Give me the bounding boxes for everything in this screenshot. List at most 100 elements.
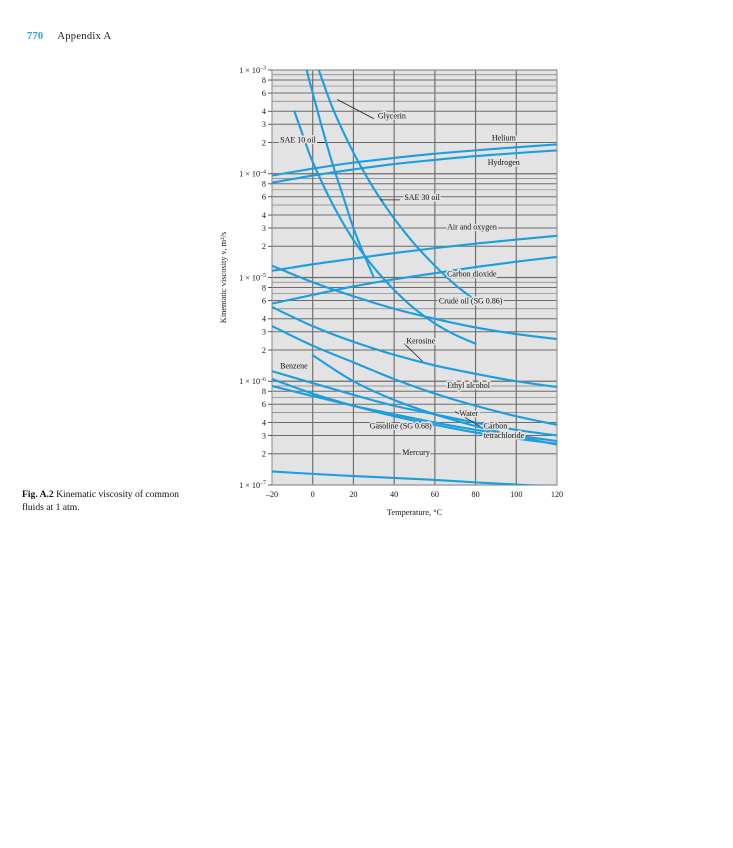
svg-text:8: 8 — [262, 387, 266, 396]
svg-text:Hydrogen: Hydrogen — [488, 158, 520, 167]
svg-text:Benzene: Benzene — [280, 362, 308, 371]
axis-titles: Temperature, °C Kinematic viscosity ν, m²… — [219, 232, 443, 517]
svg-text:60: 60 — [431, 490, 439, 499]
svg-text:Mercury: Mercury — [402, 448, 430, 457]
curve-ethyl-alcohol — [272, 325, 557, 426]
svg-text:1 × 10–3: 1 × 10–3 — [239, 66, 266, 75]
x-tick-label: 120 — [551, 490, 563, 499]
y-tick-label: 6 — [262, 296, 272, 305]
svg-text:Carbon: Carbon — [484, 422, 508, 431]
figure-kinematic-viscosity: Glycerin Glycerin SAE 10 oil SAE 10 oil SAE … — [198, 58, 578, 528]
svg-text:8: 8 — [262, 180, 266, 189]
curve-hydrogen — [272, 149, 557, 184]
svg-text:SAE 10 oil: SAE 10 oil — [280, 136, 316, 145]
x-tick-label: 40 — [390, 490, 398, 499]
x-axis-title: Temperature, °C — [387, 508, 443, 517]
data-curves — [272, 70, 557, 485]
svg-text:0: 0 — [311, 490, 315, 499]
figure-label: Fig. A.2 — [22, 489, 54, 500]
y-tick-label: 2 — [262, 450, 272, 459]
svg-text:2: 2 — [262, 138, 266, 147]
svg-text:Glycerin: Glycerin — [378, 112, 406, 121]
svg-text:4: 4 — [262, 418, 266, 427]
y-tick-label: 8 — [262, 76, 272, 85]
y-tick-label: 6 — [262, 400, 272, 409]
x-tick-label: 80 — [471, 490, 479, 499]
y-tick-label: 1 × 10–6 — [239, 377, 272, 386]
curve-crude-oil-sg-0-86 — [272, 264, 557, 341]
svg-text:Crude oil (SG 0.86): Crude oil (SG 0.86) — [439, 297, 503, 306]
svg-text:6: 6 — [262, 400, 266, 409]
y-tick-label: 3 — [262, 431, 272, 440]
svg-text:6: 6 — [262, 296, 266, 305]
svg-text:Ethyl alcohol: Ethyl alcohol — [447, 381, 491, 390]
x-tick-label: –20 — [265, 490, 278, 499]
svg-text:4: 4 — [262, 315, 266, 324]
label-leader-lines — [310, 99, 480, 427]
svg-text:Carbon: Carbon — [484, 422, 508, 431]
curve-helium — [272, 143, 557, 177]
grid-lines — [271, 69, 558, 486]
svg-text:tetrachloride: tetrachloride — [484, 431, 525, 440]
curve-air-and-oxygen — [272, 234, 557, 272]
y-tick-label: 6 — [262, 193, 272, 202]
curve-kerosine — [272, 305, 557, 389]
svg-text:1 × 10–7: 1 × 10–7 — [239, 481, 266, 490]
svg-text:6: 6 — [262, 193, 266, 202]
y-tick-label: 3 — [262, 328, 272, 337]
svg-text:3: 3 — [262, 224, 266, 233]
svg-text:1 × 10–5: 1 × 10–5 — [239, 273, 266, 282]
curve-benzene — [272, 370, 557, 437]
y-tick-label: 1 × 10–3 — [239, 66, 272, 75]
y-tick-label: 8 — [262, 180, 272, 189]
curve-carbon-tetrachloride — [272, 384, 557, 443]
svg-text:40: 40 — [390, 490, 398, 499]
y-tick-label: 2 — [262, 346, 272, 355]
svg-text:1 × 10–6: 1 × 10–6 — [239, 377, 266, 386]
svg-text:Gasoline (SG 0.68): Gasoline (SG 0.68) — [370, 422, 432, 431]
svg-text:80: 80 — [471, 490, 479, 499]
curve-glycerin — [305, 70, 375, 279]
y-tick-label: 4 — [262, 107, 272, 116]
svg-text:120: 120 — [551, 490, 563, 499]
svg-text:Hydrogen: Hydrogen — [488, 158, 520, 167]
svg-text:100: 100 — [510, 490, 522, 499]
svg-text:4: 4 — [262, 107, 266, 116]
svg-text:3: 3 — [262, 328, 266, 337]
curve-mercury — [272, 470, 544, 485]
y-tick-label: 1 × 10–4 — [239, 169, 272, 179]
y-tick-label: 4 — [262, 315, 272, 324]
x-axis-tick-labels: –20 0 20 40 60 80 100 120 — [265, 490, 563, 499]
svg-text:Air and oxygen: Air and oxygen — [447, 223, 497, 232]
svg-text:Benzene: Benzene — [280, 362, 308, 371]
svg-text:Water: Water — [459, 409, 478, 418]
page-number: 770 — [27, 31, 44, 42]
svg-text:Kerosine: Kerosine — [406, 337, 435, 346]
y-tick-label: 4 — [262, 211, 272, 220]
svg-text:3: 3 — [262, 431, 266, 440]
svg-text:SAE 30 oil: SAE 30 oil — [404, 193, 440, 202]
y-axis-title: Kinematic viscosity ν, m²/s — [219, 232, 228, 323]
svg-text:3: 3 — [262, 120, 266, 129]
svg-text:Glycerin: Glycerin — [378, 112, 406, 121]
svg-text:8: 8 — [262, 76, 266, 85]
svg-text:SAE 10 oil: SAE 10 oil — [280, 136, 316, 145]
y-tick-label: 2 — [262, 138, 272, 147]
x-tick-label: 100 — [510, 490, 522, 499]
svg-text:Mercury: Mercury — [402, 448, 430, 457]
y-tick-label: 2 — [262, 242, 272, 251]
curve-sae-10-oil — [293, 110, 477, 345]
y-tick-label: 1 × 10–7 — [239, 481, 272, 490]
y-tick-label: 4 — [262, 418, 272, 427]
svg-text:–20: –20 — [265, 490, 278, 499]
